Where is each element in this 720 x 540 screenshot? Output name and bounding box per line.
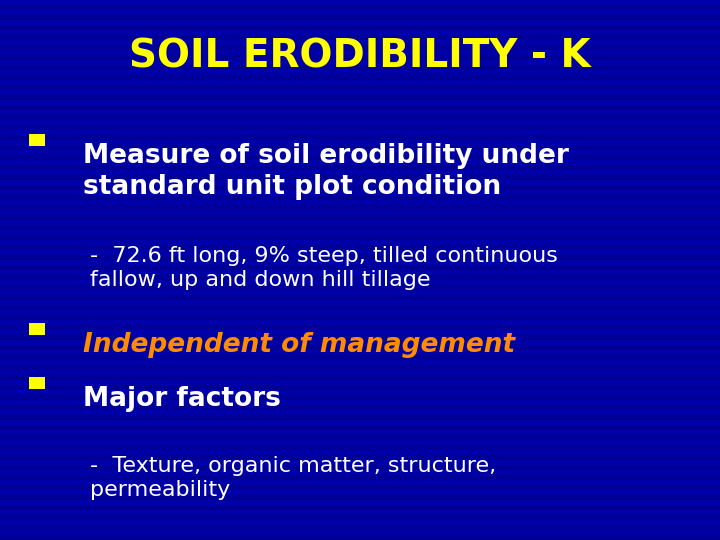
Bar	[0, 275, 720, 280]
Bar	[0, 355, 720, 360]
Bar	[0, 325, 720, 330]
Bar	[0, 125, 720, 130]
Bar	[0, 145, 720, 150]
Bar	[0, 465, 720, 470]
Bar	[0, 185, 720, 190]
Bar	[0, 365, 720, 370]
Bar	[0, 115, 720, 120]
Bar	[0, 95, 720, 100]
Bar	[0, 65, 720, 70]
Bar	[0, 295, 720, 300]
Text: -  72.6 ft long, 9% steep, tilled continuous
fallow, up and down hill tillage: - 72.6 ft long, 9% steep, tilled continu…	[90, 246, 558, 289]
Bar	[0, 175, 720, 180]
Bar	[0, 375, 720, 380]
Bar	[29, 323, 45, 335]
Bar	[0, 265, 720, 270]
Bar	[0, 385, 720, 390]
Bar	[0, 215, 720, 220]
Bar	[0, 345, 720, 350]
Bar	[0, 495, 720, 500]
Bar	[0, 395, 720, 400]
Bar	[0, 75, 720, 80]
Bar	[0, 195, 720, 200]
Bar	[0, 255, 720, 260]
Bar	[0, 475, 720, 480]
Bar	[0, 305, 720, 310]
Bar	[0, 315, 720, 320]
Bar	[0, 415, 720, 420]
Bar	[0, 535, 720, 540]
Bar	[0, 245, 720, 250]
Bar	[0, 425, 720, 430]
Bar	[0, 235, 720, 240]
Text: SOIL ERODIBILITY - K: SOIL ERODIBILITY - K	[129, 38, 591, 76]
Bar	[0, 455, 720, 460]
Bar	[0, 5, 720, 10]
Bar	[0, 225, 720, 230]
Bar	[29, 377, 45, 389]
Text: Major factors: Major factors	[83, 386, 281, 412]
Bar	[0, 55, 720, 60]
Bar	[0, 285, 720, 290]
Bar	[29, 134, 45, 146]
Bar	[0, 205, 720, 210]
Bar	[0, 35, 720, 40]
Bar	[0, 445, 720, 450]
Text: Measure of soil erodibility under
standard unit plot condition: Measure of soil erodibility under standa…	[83, 143, 569, 200]
Bar	[0, 135, 720, 140]
Bar	[0, 505, 720, 510]
Bar	[0, 155, 720, 160]
Bar	[0, 45, 720, 50]
Text: -  Texture, organic matter, structure,
permeability: - Texture, organic matter, structure, pe…	[90, 456, 496, 500]
Bar	[0, 525, 720, 530]
Bar	[0, 15, 720, 20]
Bar	[0, 435, 720, 440]
Bar	[0, 85, 720, 90]
Bar	[0, 405, 720, 410]
Bar	[0, 105, 720, 110]
Bar	[0, 335, 720, 340]
Text: Independent of management: Independent of management	[83, 332, 515, 358]
Bar	[0, 515, 720, 520]
Bar	[0, 485, 720, 490]
Bar	[0, 165, 720, 170]
Bar	[0, 25, 720, 30]
